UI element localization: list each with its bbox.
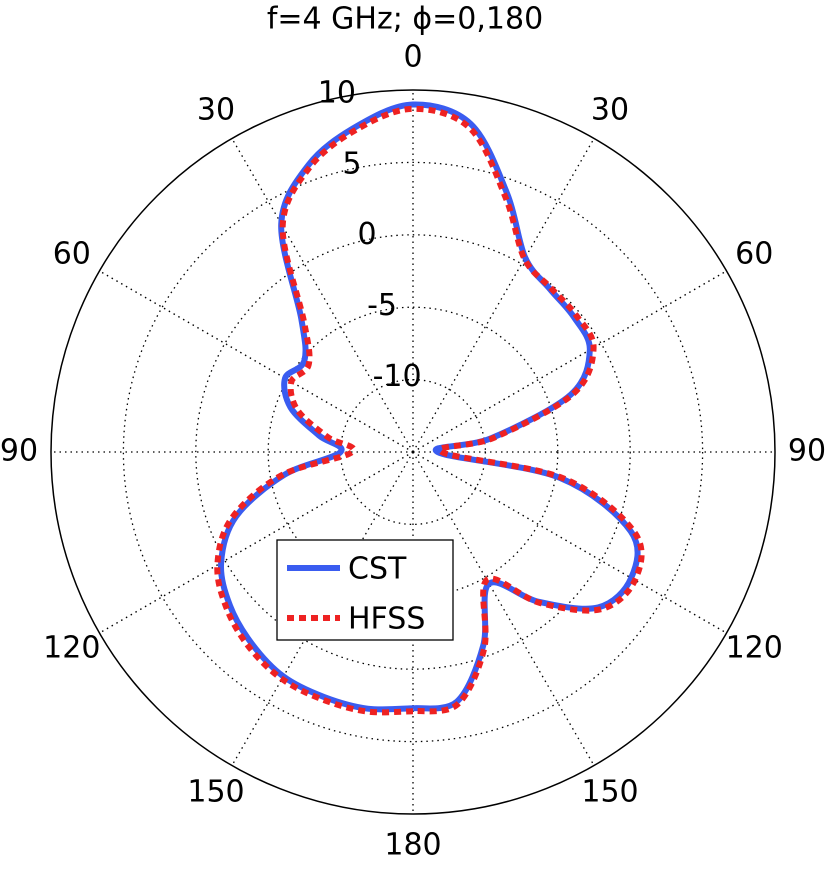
series-line	[214, 105, 645, 716]
theta-tick-label: 150	[187, 775, 244, 810]
theta-tick-label: 30	[591, 92, 629, 127]
grid-ring	[267, 306, 559, 598]
legend-label: CST	[348, 552, 407, 587]
theta-tick-label: 180	[384, 828, 441, 863]
theta-tick-label: 0	[403, 40, 422, 75]
chart-title: f=4 GHz; ϕ=0,180	[267, 2, 543, 37]
r-tick-label: 5	[342, 146, 361, 181]
r-tick-label: 0	[357, 217, 376, 252]
theta-tick-label: 30	[197, 92, 235, 127]
grid-ring	[195, 234, 631, 670]
r-tick-label: 10	[318, 75, 356, 110]
theta-tick-label: 120	[43, 631, 100, 666]
theta-tick-label: 90	[0, 434, 38, 469]
theta-tick-label: 60	[735, 237, 773, 272]
grid-ring	[122, 161, 704, 743]
grid-spoke	[412, 270, 727, 453]
series-line	[218, 101, 641, 713]
theta-tick-label: 60	[53, 237, 91, 272]
legend: CST HFSS	[276, 539, 454, 641]
legend-box	[276, 539, 454, 641]
legend-label: HFSS	[348, 602, 425, 637]
grid-spoke	[99, 270, 414, 453]
theta-tick-label: 120	[726, 631, 783, 666]
theta-tick-label: 150	[581, 775, 638, 810]
r-tick-label: -5	[367, 288, 397, 323]
plot-border	[50, 89, 776, 815]
theta-tick-label: 90	[788, 434, 826, 469]
r-tick-label: -10	[373, 359, 422, 394]
